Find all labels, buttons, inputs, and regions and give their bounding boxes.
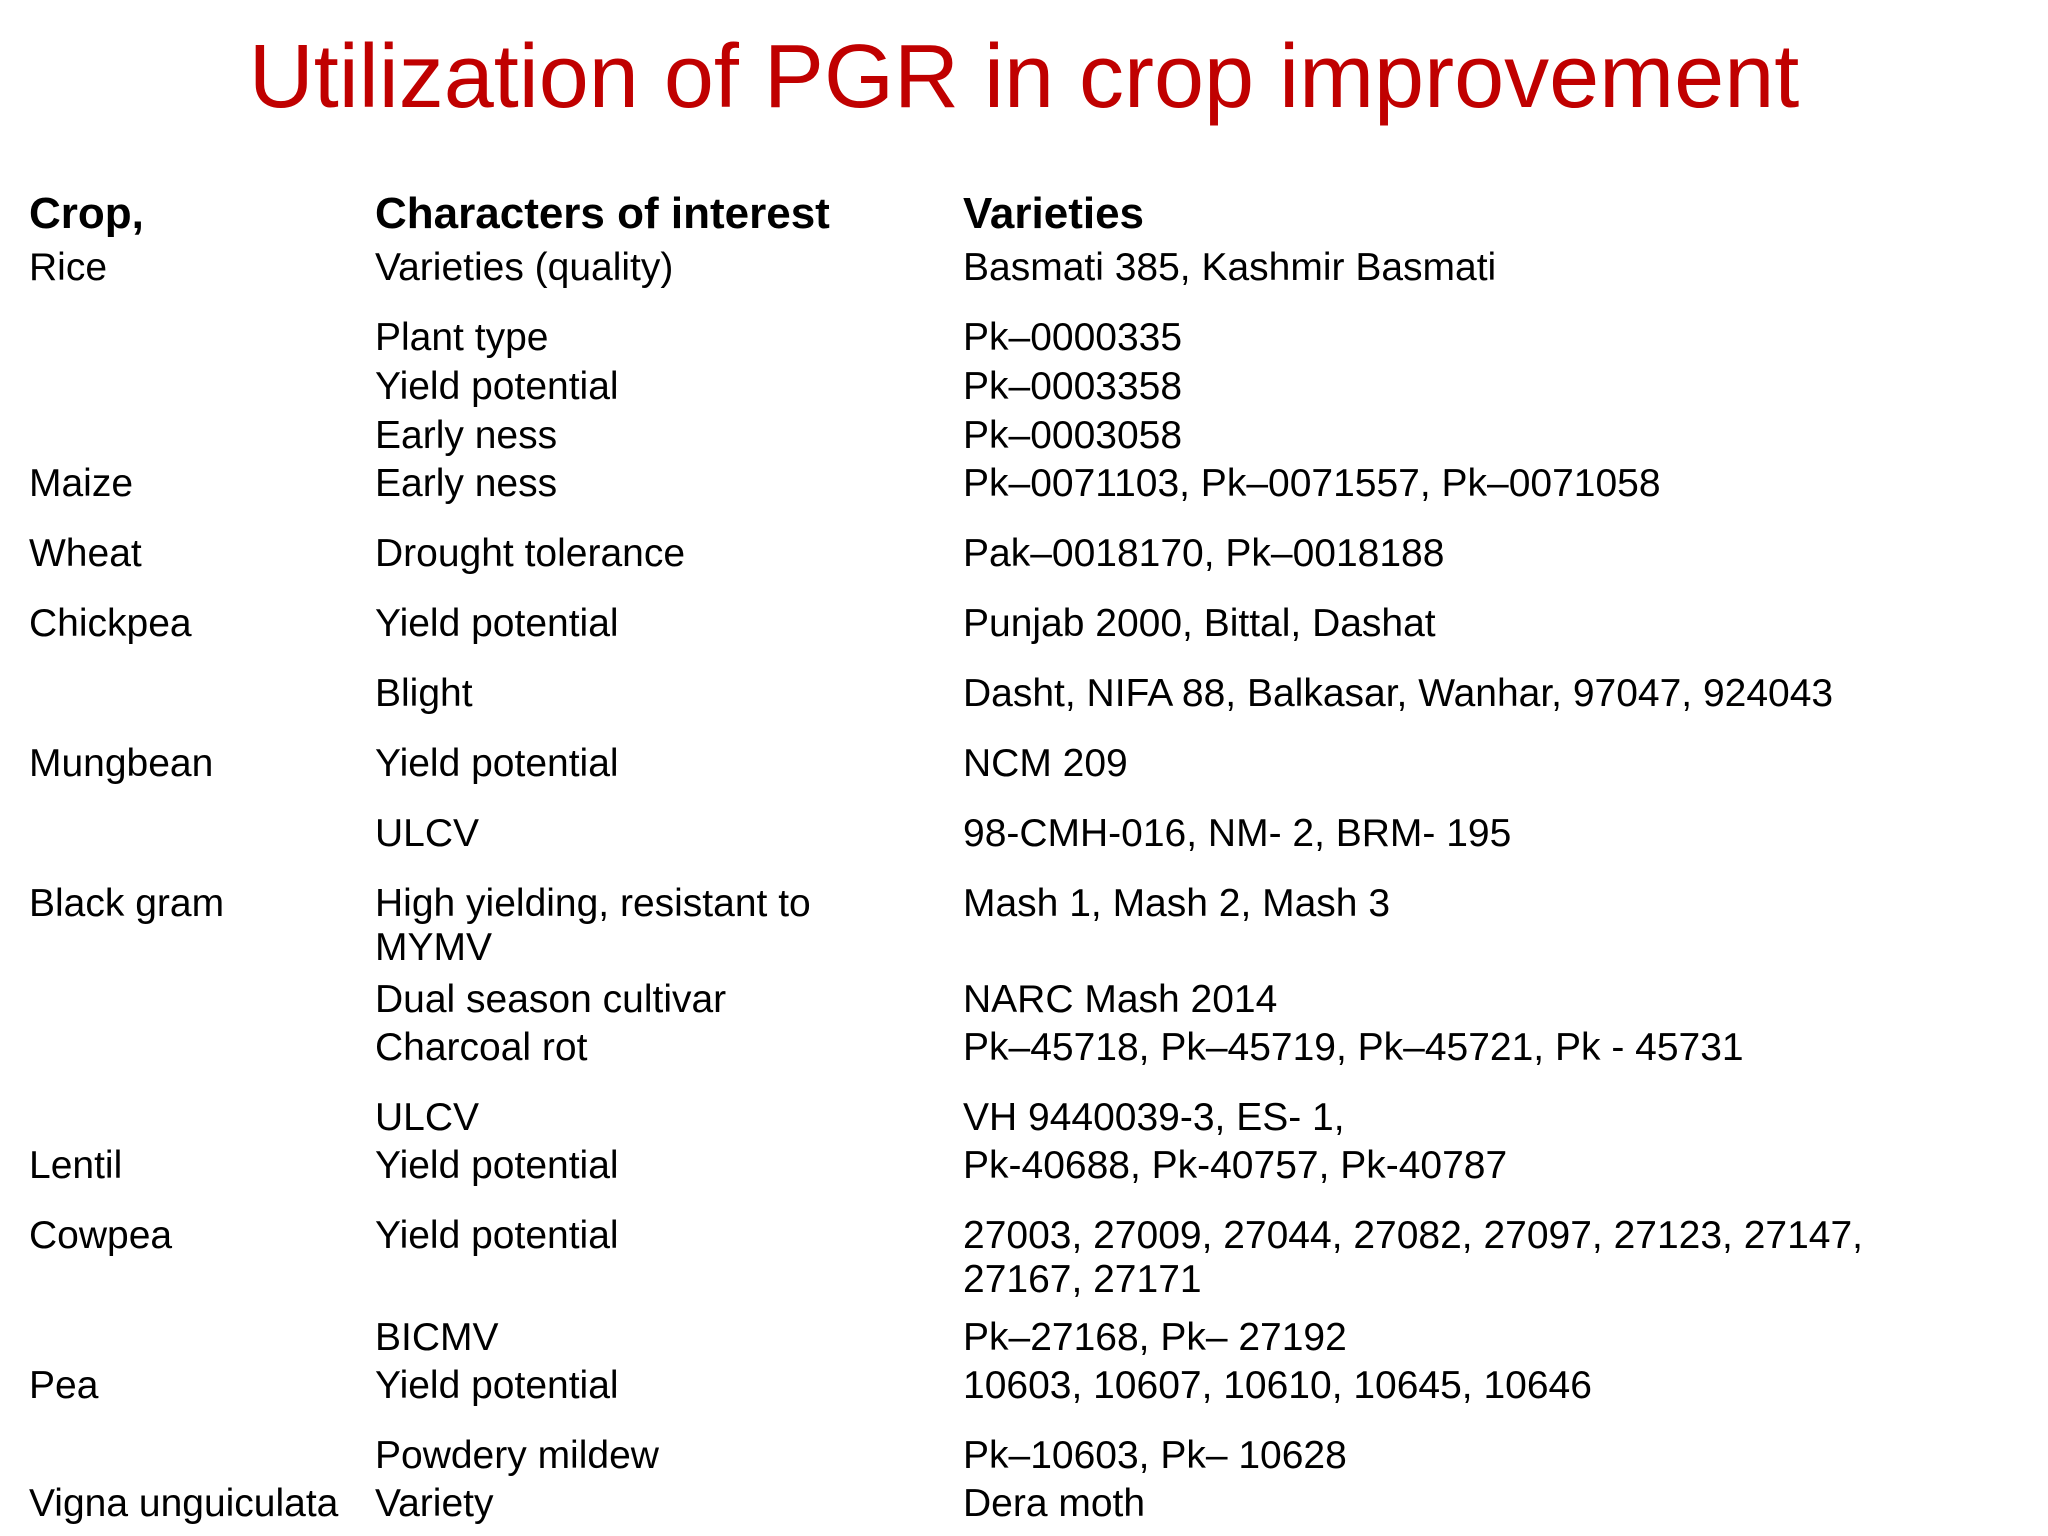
varieties-cell: Mash 1, Mash 2, Mash 3 xyxy=(963,882,1391,925)
page-title: Utilization of PGR in crop improvement xyxy=(248,27,1800,127)
character-cell: ULCV xyxy=(375,812,480,855)
table-header: Crop, Characters of interest Varieties xyxy=(0,186,2048,246)
crop-cell: Mungbean xyxy=(29,742,214,785)
crop-cell: Rice xyxy=(29,246,108,289)
character-cell: Yield potential xyxy=(375,365,619,408)
crop-cell: Lentil xyxy=(29,1144,123,1187)
character-cell: Powdery mildew xyxy=(375,1434,659,1477)
character-cell: Charcoal rot xyxy=(375,1026,588,1069)
header-varieties: Varieties xyxy=(963,189,1145,238)
varieties-cell: Dera moth xyxy=(963,1482,1146,1525)
varieties-cell: 27003, 27009, 27044, 27082, 27097, 27123… xyxy=(963,1214,1864,1257)
character-cell: High yielding, resistant to xyxy=(375,882,811,925)
crop-cell: Chickpea xyxy=(29,602,192,645)
character-cell: Blight xyxy=(375,672,473,715)
varieties-cell: 10603, 10607, 10610, 10645, 10646 xyxy=(963,1364,1592,1407)
varieties-cell: VH 9440039-3, ES- 1, xyxy=(963,1096,1345,1139)
character-cell: Early ness xyxy=(375,462,558,505)
character-cell: ULCV xyxy=(375,1096,480,1139)
character-cell: Varieties (quality) xyxy=(375,246,674,289)
character-cell: Yield potential xyxy=(375,742,619,785)
crop-cell: Black gram xyxy=(29,882,225,925)
varieties-cell: NARC Mash 2014 xyxy=(963,978,1278,1021)
varieties-cell: Pk–45718, Pk–45719, Pk–45721, Pk - 45731 xyxy=(963,1026,1744,1069)
varieties-cell: Pk–27168, Pk– 27192 xyxy=(963,1316,1347,1359)
character-cell: Yield potential xyxy=(375,602,619,645)
varieties-cell: Pk-40688, Pk-40757, Pk-40787 xyxy=(963,1144,1508,1187)
character-cell: Dual season cultivar xyxy=(375,978,727,1021)
varieties-cell: Basmati 385, Kashmir Basmati xyxy=(963,246,1497,289)
varieties-cell: Pk–0003358 xyxy=(963,365,1183,408)
varieties-cell: 27167, 27171 xyxy=(963,1258,1202,1301)
character-cell: Variety xyxy=(375,1482,494,1525)
crop-cell: Vigna unguiculata xyxy=(29,1482,339,1525)
varieties-cell: Pk–0000335 xyxy=(963,316,1183,359)
crop-cell: Cowpea xyxy=(29,1214,173,1257)
header-crop: Crop, xyxy=(29,189,144,238)
varieties-cell: Dasht, NIFA 88, Balkasar, Wanhar, 97047,… xyxy=(963,672,1834,715)
character-cell: Plant type xyxy=(375,316,549,359)
character-cell: Yield potential xyxy=(375,1214,619,1257)
character-cell: Yield potential xyxy=(375,1144,619,1187)
character-cell: BICMV xyxy=(375,1316,499,1359)
crop-cell: Pea xyxy=(29,1364,99,1407)
crop-cell: Wheat xyxy=(29,532,142,575)
character-cell: Drought tolerance xyxy=(375,532,686,575)
varieties-cell: Pk–10603, Pk– 10628 xyxy=(963,1434,1347,1477)
character-cell: MYMV xyxy=(375,926,492,969)
character-cell: Early ness xyxy=(375,414,558,457)
varieties-cell: Pk–0003058 xyxy=(963,414,1183,457)
varieties-cell: Punjab 2000, Bittal, Dashat xyxy=(963,602,1436,645)
character-cell: Yield potential xyxy=(375,1364,619,1407)
varieties-cell: 98-CMH-016, NM- 2, BRM- 195 xyxy=(963,812,1512,855)
crop-cell: Maize xyxy=(29,462,134,505)
varieties-cell: Pak–0018170, Pk–0018188 xyxy=(963,532,1445,575)
varieties-cell: NCM 209 xyxy=(963,742,1128,785)
varieties-cell: Pk–0071103, Pk–0071557, Pk–0071058 xyxy=(963,462,1661,505)
header-characters: Characters of interest xyxy=(375,189,830,238)
